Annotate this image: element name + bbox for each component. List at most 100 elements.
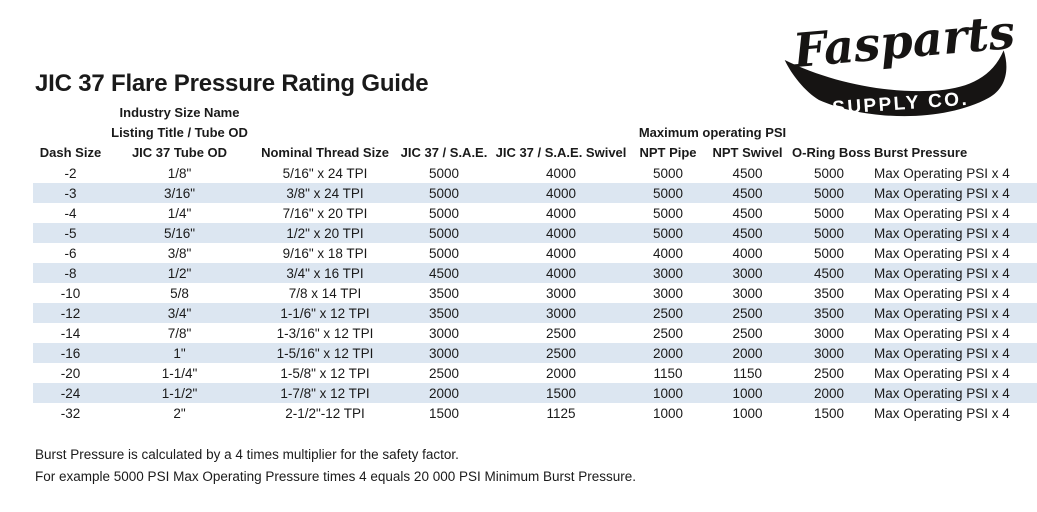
table-cell: 5000 [813, 245, 845, 261]
table-cell: 2000 [732, 345, 763, 361]
table-cell: 5/16" x 24 TPI [282, 165, 368, 181]
pressure-rating-table: Industry Size Name Listing Title / Tube … [33, 102, 1037, 423]
table-cell: 1000 [732, 405, 763, 421]
table-cell: 1150 [653, 365, 683, 381]
table-cell: Max Operating PSI x 4 [874, 325, 1010, 341]
table-cell: 3500 [813, 285, 845, 301]
table-row: -4 1/4" 7/16" x 20 TPI 5000 4000 5000 4500 5000… [33, 203, 1037, 223]
table-cell: Max Operating PSI x 4 [874, 265, 1010, 281]
table-cell: 1-1/4" [161, 365, 198, 381]
table-cell: 2500 [428, 365, 460, 381]
table-row: -8 1/2" 3/4" x 16 TPI 4500 4000 3000 3000 4500 M… [33, 263, 1037, 283]
table-cell: 5/8 [170, 285, 189, 301]
table-row: -24 1-1/2" 1-7/8" x 12 TPI 2000 1500 1000 1000… [33, 383, 1037, 403]
column-header-thread-size: Nominal Thread Size [261, 145, 389, 160]
table-cell: 1000 [732, 385, 763, 401]
table-cell: 4500 [428, 265, 460, 281]
table-cell: Max Operating PSI x 4 [874, 305, 1010, 321]
table-cell: 2-1/2"-12 TPI [285, 405, 365, 421]
table-cell: Max Operating PSI x 4 [874, 365, 1010, 381]
column-header-row: Dash Size JIC 37 Tube OD Nominal Thread … [33, 142, 1037, 163]
table-cell: -3 [64, 185, 77, 201]
table-cell: Max Operating PSI x 4 [874, 165, 1010, 181]
table-cell: 2000 [813, 385, 845, 401]
footer-line-2: For example 5000 PSI Max Operating Press… [35, 469, 637, 484]
table-row: -12 3/4" 1-1/6" x 12 TPI 3500 3000 2500 2500 35… [33, 303, 1037, 323]
fasparts-logo: Fasparts SUPPLY CO. [784, 4, 1017, 119]
table-cell: 4000 [652, 245, 684, 261]
table-cell: 5000 [428, 245, 460, 261]
table-cell: -8 [64, 265, 77, 281]
industry-size-name-label: Industry Size Name [119, 104, 240, 120]
table-cell: 4000 [545, 245, 577, 261]
table-cell: 3000 [813, 345, 845, 361]
column-header-tube-od: JIC 37 Tube OD [131, 145, 228, 160]
table-cell: 1-7/8" x 12 TPI [280, 385, 370, 401]
table-cell: Max Operating PSI x 4 [874, 285, 1010, 301]
table-cell: 4000 [545, 185, 577, 201]
super-header-row-1: Industry Size Name [33, 102, 1037, 122]
table-cell: 3/8" x 24 TPI [286, 185, 364, 201]
table-cell: 3000 [813, 325, 845, 341]
table-cell: 4000 [545, 165, 577, 181]
table-row: -2 1/8" 5/16" x 24 TPI 5000 4000 5000 4500 5000… [33, 163, 1037, 183]
column-header-jic-sae-swivel: JIC 37 / S.A.E. Swivel [495, 145, 627, 160]
table-cell: 1-5/8" x 12 TPI [280, 365, 370, 381]
page-title: JIC 37 Flare Pressure Rating Guide [35, 70, 429, 97]
table-cell: 5000 [428, 165, 460, 181]
table-cell: 3000 [652, 265, 684, 281]
table-cell: 4500 [732, 205, 763, 221]
table-cell: Max Operating PSI x 4 [874, 385, 1010, 401]
table-cell: 5000 [428, 185, 460, 201]
table-cell: 5000 [428, 225, 460, 241]
table-cell: 1-1/6" x 12 TPI [280, 305, 370, 321]
table-cell: 1000 [652, 405, 684, 421]
footer-line-1: Burst Pressure is calculated by a 4 time… [35, 447, 459, 462]
table-cell: 4000 [545, 225, 577, 241]
table-cell: 5000 [652, 225, 684, 241]
table-cell: 2500 [545, 325, 577, 341]
table-row: -5 5/16" 1/2" x 20 TPI 5000 4000 5000 4500 5000… [33, 223, 1037, 243]
table-cell: 1500 [813, 405, 845, 421]
table-cell: 3000 [545, 305, 577, 321]
column-header-jic-sae: JIC 37 / S.A.E. [400, 145, 488, 160]
table-cell: 2500 [652, 305, 684, 321]
table-cell: 1500 [428, 405, 460, 421]
table-header: Industry Size Name Listing Title / Tube … [33, 102, 1037, 163]
super-header-row-2: Listing Title / Tube OD Maximum operatin… [33, 122, 1037, 142]
table-cell: 3000 [652, 285, 684, 301]
table-cell: 2000 [652, 345, 684, 361]
table-cell: 5000 [652, 165, 684, 181]
table-cell: 2500 [813, 365, 845, 381]
table-cell: 1125 [546, 405, 576, 421]
table-cell: 3/4" [167, 305, 192, 321]
table-cell: 5000 [813, 185, 845, 201]
table-cell: 3000 [428, 345, 460, 361]
table-cell: 2500 [652, 325, 684, 341]
table-cell: -4 [64, 205, 77, 221]
table-cell: 5000 [813, 165, 845, 181]
column-header-burst-pressure: Burst Pressure [874, 145, 968, 160]
table-cell: -24 [60, 385, 81, 401]
table-cell: 3000 [428, 325, 460, 341]
table-cell: 4500 [732, 165, 763, 181]
table-cell: 3/4" x 16 TPI [286, 265, 364, 281]
table-cell: 3/8" [167, 245, 192, 261]
table-cell: 1/2" x 20 TPI [286, 225, 364, 241]
table-cell: 1/2" [167, 265, 192, 281]
column-header-dash-size: Dash Size [39, 145, 102, 160]
table-row: -14 7/8" 1-3/16" x 12 TPI 3000 2500 2500 2500 3… [33, 323, 1037, 343]
table-row: -6 3/8" 9/16" x 18 TPI 5000 4000 4000 4000 5000… [33, 243, 1037, 263]
table-cell: -16 [60, 345, 81, 361]
table-cell: 1500 [545, 385, 577, 401]
table-body: -2 1/8" 5/16" x 24 TPI 5000 4000 5000 4500 5000… [33, 163, 1037, 423]
table-cell: 3/16" [163, 185, 196, 201]
table-cell: 2000 [545, 365, 577, 381]
table-cell: 5000 [652, 185, 684, 201]
table-cell: 5000 [813, 225, 845, 241]
table-cell: 1000 [652, 385, 684, 401]
column-header-oring-boss: O-Ring Boss [792, 145, 871, 160]
table-row: -20 1-1/4" 1-5/8" x 12 TPI 2500 2000 1150 1150… [33, 363, 1037, 383]
table-cell: 3000 [732, 285, 763, 301]
table-cell: Max Operating PSI x 4 [874, 245, 1010, 261]
